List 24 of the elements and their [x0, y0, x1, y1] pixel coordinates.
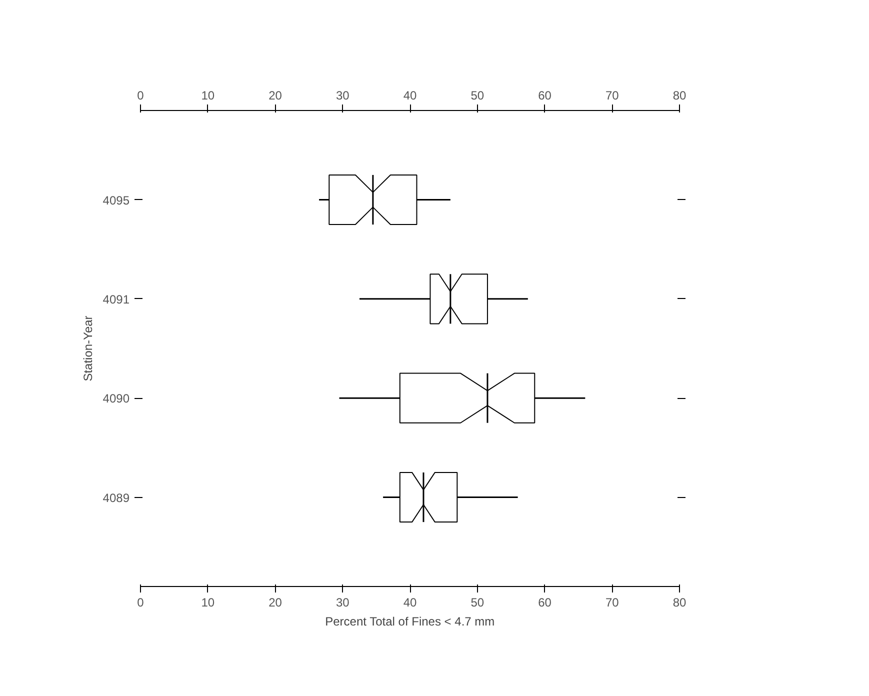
- y-tick-label: 4091: [102, 292, 130, 306]
- x2-tick-label: 50: [470, 596, 484, 610]
- x-tick-label: 0: [137, 88, 144, 102]
- x2-tick-label: 40: [403, 596, 417, 610]
- y-tick-label: 4089: [102, 490, 130, 505]
- x-tick-label: 10: [201, 88, 215, 102]
- x2-tick-label: 10: [201, 596, 215, 610]
- x-tick-label: 60: [538, 88, 552, 102]
- x-tick-label: 50: [470, 88, 484, 102]
- y-tick-label: 4095: [102, 193, 130, 208]
- x-tick-label: 40: [403, 88, 417, 102]
- x-tick-label: 70: [605, 88, 620, 102]
- y-axis-title: Station-Year: [80, 316, 95, 382]
- x-axis-title: Percent Total of Fines < 4.7 mm: [325, 614, 495, 628]
- x-tick-label: 20: [268, 88, 282, 102]
- x2-tick-label: 80: [672, 596, 686, 610]
- y-tick-label: 4090: [102, 392, 130, 406]
- x-tick-label: 30: [336, 88, 350, 102]
- x-tick-label: 80: [672, 88, 686, 102]
- x2-tick-label: 30: [336, 596, 350, 610]
- x2-tick-label: 60: [538, 596, 552, 610]
- x2-tick-label: 70: [605, 596, 620, 610]
- x2-tick-label: 20: [268, 596, 282, 610]
- x2-tick-label: 0: [137, 596, 144, 610]
